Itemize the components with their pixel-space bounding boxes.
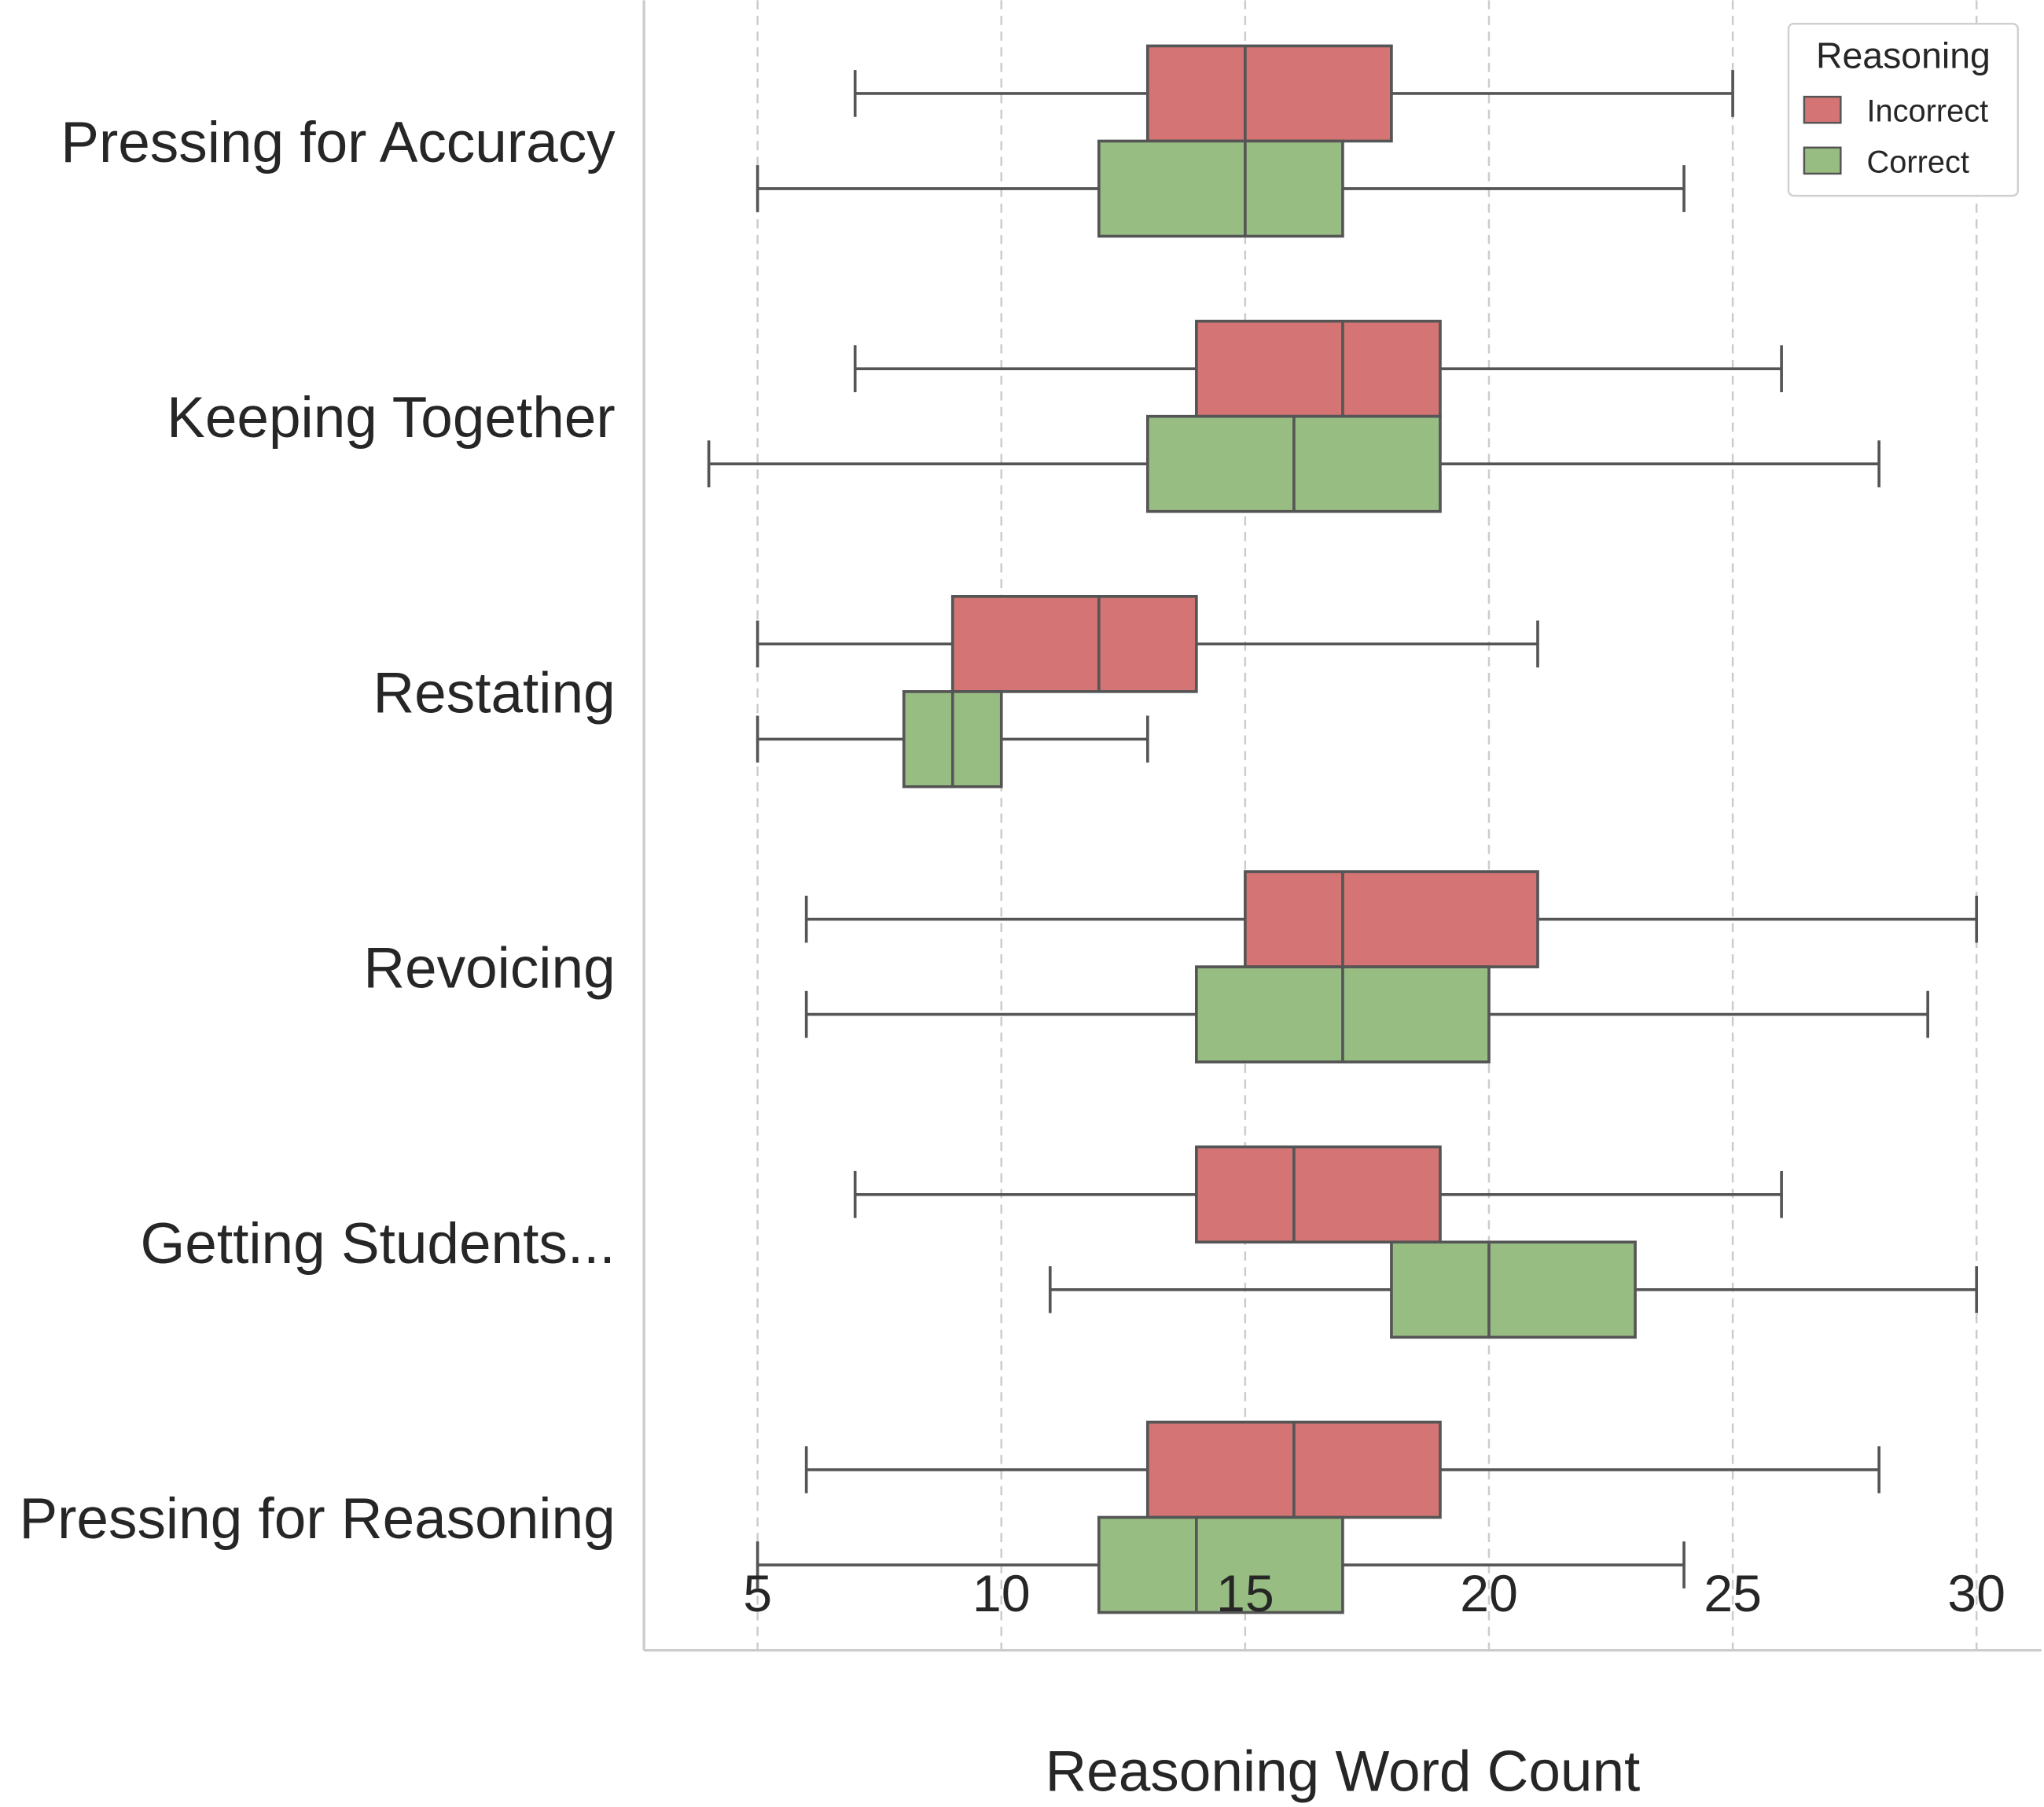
box-correct [804,965,1929,1063]
box-correct [755,139,1686,238]
iqr-box [1390,1240,1637,1339]
box-correct [755,1515,1686,1614]
iqr-box [1145,44,1393,143]
iqr-box [1195,319,1442,418]
x-tick-label: 20 [1460,1565,1518,1623]
category-label: Pressing for Accuracy [61,111,616,174]
iqr-box [950,595,1198,693]
iqr-box [1097,1515,1344,1614]
category-label: Revoicing [363,937,615,1001]
category-label: Keeping Together [167,386,615,450]
box-correct [1048,1240,1979,1339]
legend-title: Reasoning [1816,35,1991,76]
legend-frame [1787,22,2020,197]
category-label: Getting Students... [141,1212,616,1276]
box-incorrect [755,595,1539,693]
legend-swatch-incorrect [1803,95,1842,124]
iqr-box [1097,139,1344,238]
x-tick-label: 25 [1704,1565,1762,1623]
x-tick-label: 30 [1947,1565,2005,1623]
x-tick-label: 5 [743,1565,772,1623]
category-labels: Pressing for Accuracy Keeping Together Res… [19,111,616,1551]
legend-swatch-correct [1803,146,1842,175]
box-correct [755,690,1149,788]
x-tick-labels: 5 10 15 20 25 30 [743,1565,2005,1623]
box-incorrect [804,1420,1880,1519]
box-incorrect [804,870,1979,968]
box-incorrect [853,44,1734,143]
box-incorrect [853,319,1783,418]
iqr-box [1244,870,1539,968]
legend-label-incorrect: Incorrect [1866,94,1988,129]
category-label: Pressing for Reasoning [19,1487,615,1551]
box-incorrect [853,1145,1783,1244]
category-label: Restating [373,661,616,725]
iqr-box [1195,1145,1442,1244]
boxes [707,44,1979,1614]
legend: Reasoning Incorrect Correct [1787,22,2020,197]
x-tick-label: 10 [972,1565,1031,1623]
grid-lines [756,0,1978,1651]
x-axis-label: Reasoning Word Count [1045,1740,1640,1804]
legend-label-correct: Correct [1866,145,1969,179]
box-correct [707,414,1880,513]
x-tick-label: 15 [1216,1565,1274,1623]
